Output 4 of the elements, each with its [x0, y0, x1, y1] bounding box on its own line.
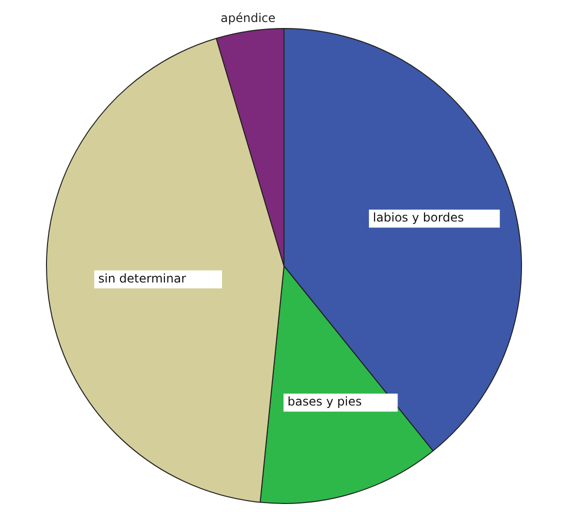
- slice-label: sin determinar: [98, 272, 186, 286]
- slice-label: apéndice: [220, 11, 276, 26]
- slice-label: bases y pies: [288, 394, 362, 409]
- slice-label: labios y bordes: [372, 210, 464, 225]
